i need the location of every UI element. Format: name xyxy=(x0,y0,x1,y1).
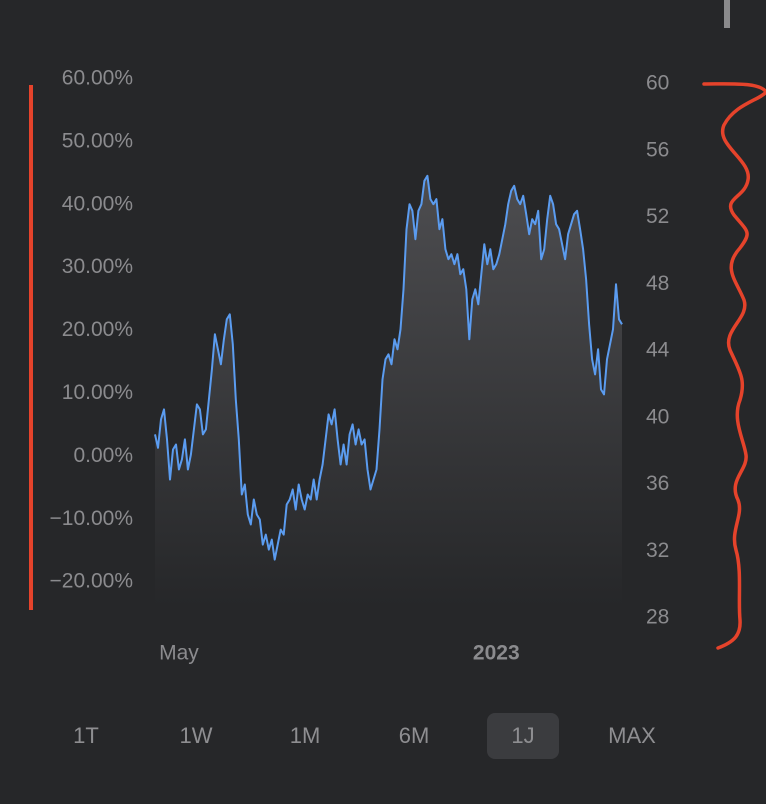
range-tab-label[interactable]: 1W xyxy=(180,723,213,748)
y-tick-label: 60.00% xyxy=(62,67,133,90)
y-tick-label: −10.00% xyxy=(50,507,134,530)
y2-tick-label: 48 xyxy=(646,272,669,295)
annotation-squiggle xyxy=(702,82,766,650)
y2-axis: 60 56 52 48 44 40 36 32 28 xyxy=(646,72,670,629)
y2-tick-label: 44 xyxy=(646,339,670,362)
y-tick-label: 50.00% xyxy=(62,129,133,152)
range-tab[interactable]: 1J xyxy=(487,713,559,759)
range-tab-selected xyxy=(487,713,559,759)
y-tick-label: 30.00% xyxy=(62,255,133,278)
axes: 60.00% 50.00% 40.00% 30.00% 20.00% 10.00% 0.00… xyxy=(50,67,670,665)
area-fill xyxy=(155,175,622,607)
y2-tick-label: 56 xyxy=(646,138,669,161)
y-tick-label: 0.00% xyxy=(73,444,133,467)
range-tab[interactable]: 1T xyxy=(73,723,99,748)
y2-tick-label: 52 xyxy=(646,205,669,228)
x-tick-label: May xyxy=(159,642,199,665)
range-tab[interactable]: 1M xyxy=(290,723,321,748)
range-tabs: 1T 1W 1M 6M 1J MAX xyxy=(73,713,656,759)
range-tab[interactable]: 1W xyxy=(180,723,213,748)
range-tab[interactable]: MAX xyxy=(608,723,656,748)
y-tick-label: 10.00% xyxy=(62,381,133,404)
y2-tick-label: 36 xyxy=(646,472,669,495)
y2-tick-label: 28 xyxy=(646,606,669,629)
y2-tick-label: 60 xyxy=(646,72,669,95)
y-tick-label: 40.00% xyxy=(62,192,133,215)
y-tick-label: −20.00% xyxy=(50,570,134,593)
range-tab-label[interactable]: MAX xyxy=(608,723,656,748)
scrollbar xyxy=(724,0,730,28)
range-tab-label[interactable]: 1M xyxy=(290,723,321,748)
y2-tick-label: 32 xyxy=(646,539,669,562)
y2-tick-label: 40 xyxy=(646,405,669,428)
price-line xyxy=(154,174,623,561)
range-tab-label[interactable]: 1T xyxy=(73,723,99,748)
range-tab[interactable]: 6M xyxy=(399,723,430,748)
range-tab-label[interactable]: 1J xyxy=(511,723,534,748)
plot xyxy=(154,174,623,607)
annotation-line xyxy=(29,85,33,610)
range-tab-label[interactable]: 6M xyxy=(399,723,430,748)
y-tick-label: 20.00% xyxy=(62,318,133,341)
x-tick-label: 2023 xyxy=(473,642,520,665)
